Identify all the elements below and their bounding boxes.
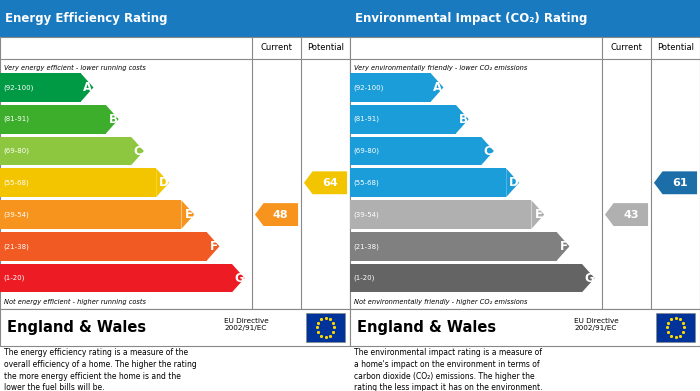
Polygon shape — [481, 137, 494, 165]
Text: 48: 48 — [273, 210, 288, 220]
Polygon shape — [131, 137, 144, 165]
Text: 64: 64 — [322, 178, 337, 188]
Bar — [350, 232, 556, 261]
Bar — [0, 137, 131, 165]
Text: (55-68): (55-68) — [354, 179, 379, 186]
Text: Very energy efficient - lower running costs: Very energy efficient - lower running co… — [4, 65, 146, 72]
Text: England & Wales: England & Wales — [7, 320, 146, 335]
Text: Not environmentally friendly - higher CO₂ emissions: Not environmentally friendly - higher CO… — [354, 299, 527, 305]
Text: E: E — [535, 208, 542, 221]
Text: (69-80): (69-80) — [354, 148, 379, 154]
Text: The energy efficiency rating is a measure of the
overall efficiency of a home. T: The energy efficiency rating is a measur… — [4, 348, 196, 391]
Text: Potential: Potential — [657, 43, 694, 52]
Bar — [350, 105, 456, 134]
Bar — [350, 309, 700, 346]
Bar — [350, 200, 531, 229]
Polygon shape — [255, 203, 298, 226]
Bar — [0, 105, 106, 134]
Text: (21-38): (21-38) — [354, 243, 379, 249]
Polygon shape — [531, 200, 545, 229]
Text: (1-20): (1-20) — [354, 275, 375, 282]
Text: (92-100): (92-100) — [354, 84, 384, 91]
Text: (69-80): (69-80) — [4, 148, 29, 154]
Bar — [0, 0, 350, 37]
Bar — [0, 200, 181, 229]
Text: Potential: Potential — [307, 43, 344, 52]
Bar — [0, 37, 350, 309]
Text: B: B — [458, 113, 468, 126]
Text: (21-38): (21-38) — [4, 243, 29, 249]
Text: (39-54): (39-54) — [354, 211, 379, 218]
Text: A: A — [433, 81, 442, 94]
Text: Current: Current — [260, 43, 293, 52]
Bar — [350, 37, 700, 309]
Text: D: D — [508, 176, 518, 189]
Text: 61: 61 — [672, 178, 687, 188]
Polygon shape — [304, 171, 347, 194]
Polygon shape — [654, 171, 697, 194]
Text: C: C — [484, 145, 493, 158]
Text: England & Wales: England & Wales — [357, 320, 496, 335]
Polygon shape — [556, 232, 570, 261]
Polygon shape — [206, 232, 220, 261]
Text: Very environmentally friendly - lower CO₂ emissions: Very environmentally friendly - lower CO… — [354, 65, 527, 72]
Polygon shape — [605, 203, 648, 226]
Bar — [0, 232, 206, 261]
Text: F: F — [560, 240, 568, 253]
Text: (39-54): (39-54) — [4, 211, 29, 218]
Bar — [0, 73, 80, 102]
Polygon shape — [181, 200, 195, 229]
Text: F: F — [210, 240, 218, 253]
Bar — [350, 73, 430, 102]
Text: (1-20): (1-20) — [4, 275, 25, 282]
Text: C: C — [134, 145, 143, 158]
Polygon shape — [456, 105, 469, 134]
Bar — [350, 0, 700, 37]
Bar — [657, 313, 694, 342]
Text: Current: Current — [610, 43, 643, 52]
Text: EU Directive
2002/91/EC: EU Directive 2002/91/EC — [224, 318, 269, 331]
Bar — [0, 264, 232, 292]
Text: G: G — [584, 272, 594, 285]
Text: Environmental Impact (CO₂) Rating: Environmental Impact (CO₂) Rating — [355, 12, 587, 25]
Text: B: B — [108, 113, 118, 126]
Text: D: D — [158, 176, 168, 189]
Text: (55-68): (55-68) — [4, 179, 29, 186]
Polygon shape — [430, 73, 444, 102]
Polygon shape — [506, 169, 519, 197]
Text: (81-91): (81-91) — [354, 116, 379, 122]
Text: (81-91): (81-91) — [4, 116, 29, 122]
Text: EU Directive
2002/91/EC: EU Directive 2002/91/EC — [574, 318, 619, 331]
Polygon shape — [80, 73, 94, 102]
Text: Energy Efficiency Rating: Energy Efficiency Rating — [6, 12, 168, 25]
Bar — [0, 309, 350, 346]
Text: E: E — [185, 208, 193, 221]
Polygon shape — [156, 169, 169, 197]
Bar — [350, 264, 582, 292]
Bar — [307, 313, 344, 342]
Text: 43: 43 — [623, 210, 638, 220]
Bar — [0, 169, 156, 197]
Text: The environmental impact rating is a measure of
a home's impact on the environme: The environmental impact rating is a mea… — [354, 348, 542, 391]
Polygon shape — [106, 105, 119, 134]
Polygon shape — [232, 264, 245, 292]
Bar — [350, 169, 506, 197]
Text: (92-100): (92-100) — [4, 84, 34, 91]
Text: G: G — [234, 272, 244, 285]
Text: A: A — [83, 81, 92, 94]
Bar — [350, 137, 481, 165]
Polygon shape — [582, 264, 595, 292]
Text: Not energy efficient - higher running costs: Not energy efficient - higher running co… — [4, 299, 146, 305]
